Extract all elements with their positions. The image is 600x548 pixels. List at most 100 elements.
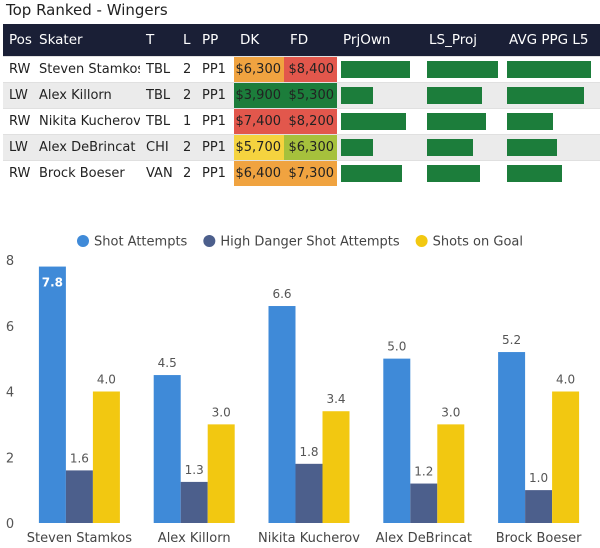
cell-line: 2 — [183, 139, 192, 155]
avg-ppg-bar — [507, 164, 562, 182]
bar — [498, 352, 526, 523]
bar — [65, 470, 93, 523]
cell-ls-proj — [423, 108, 503, 134]
bar — [268, 306, 296, 523]
legend-swatch — [77, 235, 89, 247]
cell-dk: $6,400 — [234, 160, 284, 186]
cell-fd: $5,300 — [284, 82, 337, 108]
cell-line: 2 — [183, 87, 192, 103]
avg-ppg-bar — [507, 112, 554, 130]
x-tick-label: Brock Boeser — [496, 531, 582, 546]
prjown-bar — [341, 60, 410, 78]
bar — [295, 463, 323, 523]
ls-proj-bar — [427, 138, 473, 156]
col-header-pos[interactable]: Pos — [9, 31, 32, 48]
cell-team: TBL — [146, 61, 171, 77]
y-tick-label: 2 — [6, 451, 14, 466]
table-header-row: Pos Skater T L PP DK FD PrjOwn LS_Proj A… — [3, 24, 600, 56]
y-tick-label: 8 — [6, 254, 14, 269]
cell-ls-proj — [423, 160, 503, 186]
cell-prjown — [337, 56, 423, 82]
cell-pos: RW — [9, 113, 31, 129]
cell-pp: PP1 — [202, 61, 226, 77]
col-header-skater[interactable]: Skater — [39, 31, 83, 48]
data-label: 3.0 — [441, 405, 460, 419]
cell-pos: RW — [9, 61, 31, 77]
cell-pos: LW — [9, 139, 28, 155]
cell-skater: Brock Boeser — [39, 165, 125, 181]
data-label: 1.2 — [414, 465, 433, 479]
ls-proj-bar — [427, 112, 487, 130]
avg-ppg-bar — [507, 60, 591, 78]
cell-team: CHI — [146, 139, 169, 155]
data-label: 4.0 — [97, 373, 116, 387]
cell-skater: Nikita Kucherov — [39, 113, 140, 129]
data-label: 6.6 — [272, 287, 291, 301]
cell-team: TBL — [146, 113, 171, 129]
data-label: 1.6 — [70, 451, 89, 465]
cell-pp: PP1 — [202, 165, 226, 181]
cell-avg-ppg — [503, 82, 600, 108]
cell-pos: RW — [9, 165, 31, 181]
prjown-bar — [341, 164, 402, 182]
cell-fd: $8,400 — [284, 56, 337, 82]
col-header-avg-ppg[interactable]: AVG PPG L5 — [509, 31, 589, 48]
bar — [207, 424, 235, 523]
table-row: LW Alex DeBrincat CHI 2 PP1 $5,700 $6,30… — [3, 134, 600, 160]
bar — [552, 391, 580, 523]
bar — [153, 375, 181, 523]
ls-proj-bar — [427, 60, 499, 78]
table-body: RW Steven Stamkos TBL 2 PP1 $6,300 $8,40… — [3, 56, 600, 186]
cell-pp: PP1 — [202, 87, 226, 103]
cell-dk: $5,700 — [234, 134, 284, 160]
col-header-fd[interactable]: FD — [290, 31, 309, 48]
cell-fd: $8,200 — [284, 108, 337, 134]
col-header-dk[interactable]: DK — [240, 31, 260, 48]
cell-pp: PP1 — [202, 139, 226, 155]
cell-pos: LW — [9, 87, 28, 103]
y-tick-label: 6 — [6, 320, 14, 335]
cell-line: 2 — [183, 61, 192, 77]
cell-fd: $7,300 — [284, 160, 337, 186]
chart-legend: Shot Attempts High Danger Shot Attempts Sh… — [77, 235, 523, 250]
data-label: 5.0 — [387, 340, 406, 354]
col-header-team[interactable]: T — [146, 31, 155, 48]
bar — [525, 490, 553, 523]
bar — [437, 424, 465, 523]
data-label: 4.5 — [158, 356, 177, 370]
table-row: RW Steven Stamkos TBL 2 PP1 $6,300 $8,40… — [3, 56, 600, 82]
col-header-pp[interactable]: PP — [202, 31, 219, 48]
prjown-bar — [341, 138, 373, 156]
col-header-line[interactable]: L — [183, 31, 191, 48]
x-tick-label: Alex Killorn — [158, 531, 231, 546]
cell-prjown — [337, 160, 423, 186]
y-tick-label: 0 — [6, 517, 14, 532]
cell-line: 2 — [183, 165, 192, 181]
y-tick-label: 4 — [6, 386, 14, 401]
table-row: RW Brock Boeser VAN 2 PP1 $6,400 $7,300 — [3, 160, 600, 186]
bar — [180, 481, 208, 523]
bar — [383, 358, 411, 523]
cell-ls-proj — [423, 56, 503, 82]
col-header-prjown[interactable]: PrjOwn — [343, 31, 391, 48]
legend-label: High Danger Shot Attempts — [220, 235, 399, 250]
cell-dk: $7,400 — [234, 108, 284, 134]
cell-prjown — [337, 82, 423, 108]
cell-ls-proj — [423, 82, 503, 108]
cell-prjown — [337, 134, 423, 160]
legend-swatch — [415, 235, 428, 247]
avg-ppg-bar — [507, 138, 558, 156]
prjown-bar — [341, 112, 406, 130]
avg-ppg-bar — [507, 86, 585, 104]
data-label: 4.0 — [556, 373, 575, 387]
cell-avg-ppg — [503, 56, 600, 82]
data-label: 1.0 — [529, 471, 548, 485]
col-header-ls-proj[interactable]: LS_Proj — [429, 31, 478, 48]
data-label: 3.4 — [326, 392, 345, 406]
cell-avg-ppg — [503, 134, 600, 160]
cell-skater: Steven Stamkos — [39, 61, 140, 77]
page-title: Top Ranked - Wingers — [6, 1, 168, 19]
cell-avg-ppg — [503, 160, 600, 186]
cell-pp: PP1 — [202, 113, 226, 129]
legend-swatch — [203, 235, 216, 247]
